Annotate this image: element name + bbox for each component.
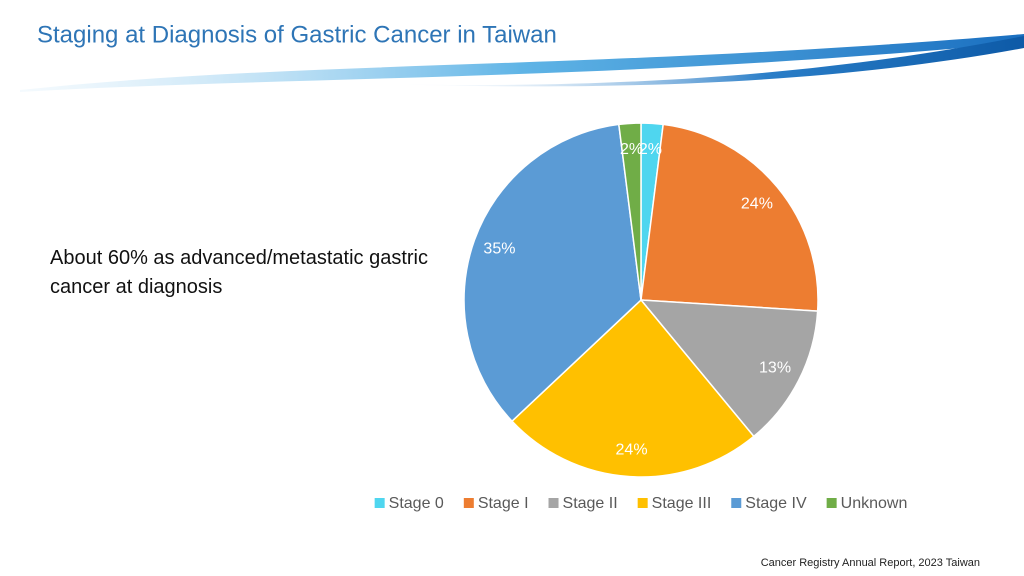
legend-label: Stage II [563,495,618,512]
data-label: 35% [483,240,515,257]
legend-swatch [826,498,837,508]
data-label: 2% [639,141,662,158]
swoosh [20,34,1024,92]
pie-slice [639,299,819,438]
chart-title: Staging at Diagnosis of Gastric Cancer i… [37,21,557,48]
legend-label: Unknown [841,495,908,512]
legend-swatch [548,498,559,508]
pie-slice [617,122,642,301]
pie-slice [463,123,642,423]
legend-label: Stage III [652,495,712,512]
legend-swatch [374,498,385,508]
data-label: 24% [741,195,773,212]
source-note: Cancer Registry Annual Report, 2023 Taiw… [761,557,980,569]
legend-swatch [731,498,742,508]
pie-slice [510,298,755,478]
legend-swatch [463,498,474,508]
data-label: 13% [759,360,791,377]
annotation: About 60% as advanced/metastatic gastric… [50,247,428,298]
legend-label: Stage 0 [389,495,444,512]
legend-label: Stage I [478,495,529,512]
legend-label: Stage IV [745,495,807,512]
pie-slice [640,123,819,312]
data-label: 24% [616,441,648,458]
swoosh [380,36,1024,87]
data-label: 2% [620,141,643,158]
legend-swatch [637,498,648,508]
